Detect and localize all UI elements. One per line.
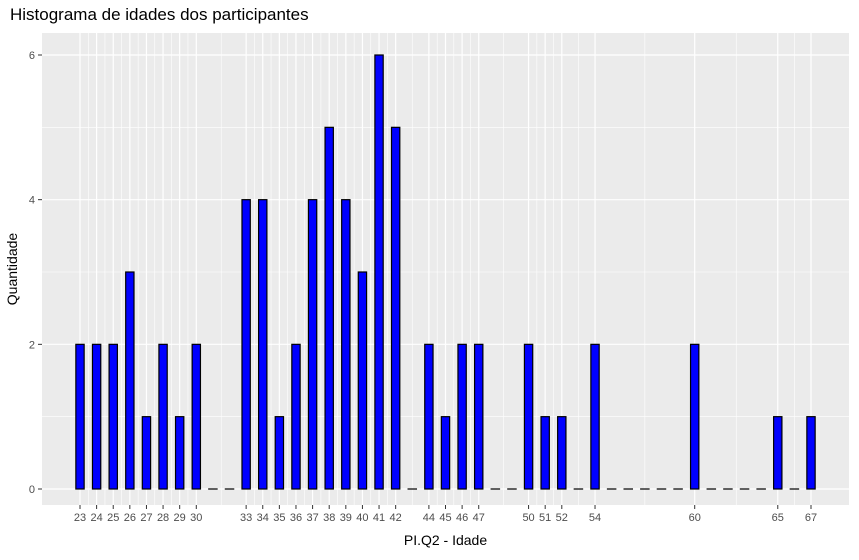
x-tick-label: 28 <box>157 512 169 524</box>
histogram-bar <box>142 417 150 489</box>
histogram-bar <box>259 200 267 489</box>
x-tick-label: 40 <box>356 512 368 524</box>
histogram-bar <box>475 344 483 489</box>
x-tick-label: 25 <box>107 512 119 524</box>
x-tick-label: 47 <box>473 512 485 524</box>
x-axis-ticks: 23 24 25 26 27 28 29 30 33 34 35 36 37 38 39 40 41 42 44 45… <box>74 505 817 524</box>
x-tick-label: 42 <box>390 512 402 524</box>
x-tick-label: 26 <box>124 512 136 524</box>
y-tick-label: 6 <box>29 50 35 62</box>
histogram-bar <box>92 344 100 489</box>
histogram-bar <box>591 344 599 489</box>
histogram-bar <box>441 417 449 489</box>
histogram-bar <box>275 417 283 489</box>
histogram-bar <box>807 417 815 489</box>
x-tick-label: 46 <box>456 512 468 524</box>
histogram-bar <box>292 344 300 489</box>
histogram-bar <box>76 344 84 489</box>
x-tick-label: 44 <box>423 512 435 524</box>
x-tick-label: 38 <box>323 512 335 524</box>
histogram-bar <box>558 417 566 489</box>
histogram-bar <box>176 417 184 489</box>
x-tick-label: 54 <box>589 512 601 524</box>
x-tick-label: 37 <box>306 512 318 524</box>
x-tick-label: 24 <box>90 512 102 524</box>
y-tick-label: 2 <box>29 339 35 351</box>
x-tick-label: 30 <box>190 512 202 524</box>
histogram-bar <box>691 344 699 489</box>
histogram-bar <box>358 272 366 489</box>
x-tick-label: 67 <box>805 512 817 524</box>
histogram-bar <box>458 344 466 489</box>
x-tick-label: 50 <box>522 512 534 524</box>
histogram-bar <box>774 417 782 489</box>
x-tick-label: 60 <box>689 512 701 524</box>
x-tick-label: 35 <box>273 512 285 524</box>
histogram-bar <box>126 272 134 489</box>
histogram-bar <box>342 200 350 489</box>
histogram-bar <box>541 417 549 489</box>
x-tick-label: 29 <box>174 512 186 524</box>
histogram-bar <box>325 127 333 489</box>
histogram-bar <box>392 127 400 489</box>
histogram-bar <box>524 344 532 489</box>
y-tick-label: 4 <box>29 195 35 207</box>
x-tick-label: 33 <box>240 512 252 524</box>
x-tick-label: 27 <box>140 512 152 524</box>
x-tick-label: 39 <box>340 512 352 524</box>
histogram-bar <box>192 344 200 489</box>
x-tick-label: 36 <box>290 512 302 524</box>
histogram-bar <box>425 344 433 489</box>
y-axis-label: Quantidade <box>4 233 20 306</box>
histogram-bar <box>242 200 250 489</box>
histogram-bar <box>109 344 117 489</box>
histogram-bar <box>375 55 383 489</box>
x-tick-label: 34 <box>257 512 269 524</box>
x-tick-label: 45 <box>439 512 451 524</box>
x-tick-label: 23 <box>74 512 86 524</box>
x-tick-label: 52 <box>556 512 568 524</box>
x-tick-label: 51 <box>539 512 551 524</box>
x-tick-label: 65 <box>772 512 784 524</box>
x-axis-label: PI.Q2 - Idade <box>404 532 487 548</box>
x-tick-label: 41 <box>373 512 385 524</box>
y-axis-ticks: 0 2 4 6 <box>29 50 42 496</box>
histogram-bar <box>159 344 167 489</box>
y-tick-label: 0 <box>29 484 35 496</box>
chart-title: Histograma de idades dos participantes <box>10 5 309 24</box>
histogram-bar <box>308 200 316 489</box>
